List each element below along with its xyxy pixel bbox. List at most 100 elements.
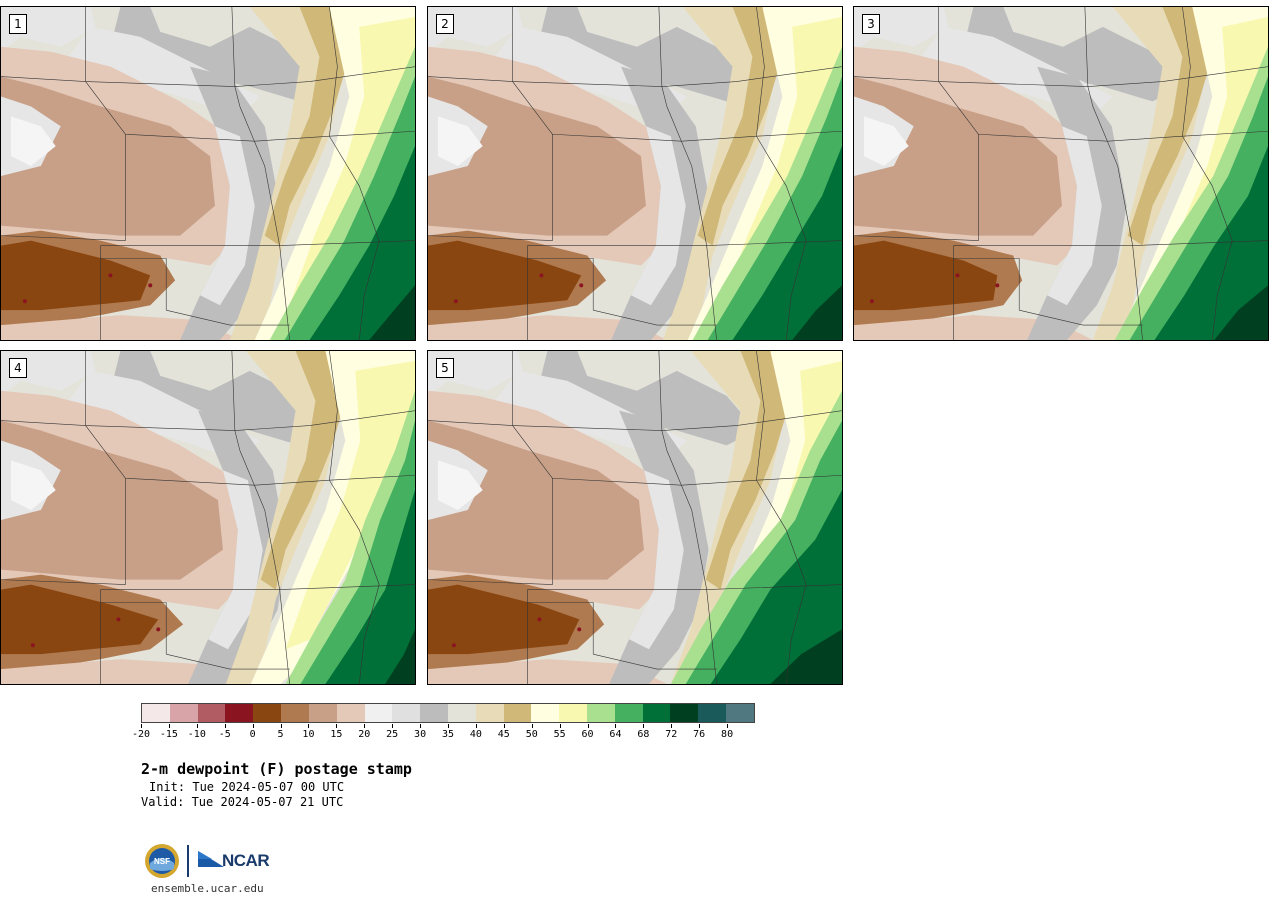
dewpoint-map bbox=[1, 351, 415, 684]
panel-number: 1 bbox=[9, 14, 27, 34]
panel-number: 2 bbox=[436, 14, 454, 34]
colorbar-tick bbox=[196, 724, 198, 728]
extreme-dry-spot bbox=[955, 273, 960, 278]
dry-region bbox=[1, 315, 240, 340]
colorbar-swatch bbox=[225, 704, 254, 722]
colorbar-tick-label: 72 bbox=[665, 729, 678, 740]
very-humid-region bbox=[325, 490, 415, 684]
logo-divider bbox=[187, 845, 189, 877]
dry-region bbox=[1, 420, 223, 580]
colorbar-swatch bbox=[197, 704, 226, 722]
colorbar bbox=[141, 703, 755, 723]
state-borders bbox=[1, 7, 415, 340]
humid-region bbox=[285, 360, 415, 650]
dry-air-region bbox=[863, 116, 909, 167]
colorbar-swatch bbox=[392, 704, 421, 722]
colorbar-tick bbox=[559, 724, 561, 728]
colorbar-tick bbox=[448, 724, 449, 728]
colorbar-swatch bbox=[281, 704, 309, 722]
colorbar-swatch bbox=[447, 704, 476, 722]
humid-region bbox=[289, 16, 415, 306]
state-borders bbox=[428, 351, 842, 684]
colorbar-tick bbox=[531, 724, 533, 728]
panel-number: 4 bbox=[9, 358, 27, 378]
dry-air-region bbox=[963, 7, 1183, 102]
state-borders bbox=[854, 7, 1268, 340]
extreme-dry-spot bbox=[995, 283, 1000, 288]
colorbar-tick bbox=[308, 724, 310, 728]
moist-region bbox=[264, 7, 350, 246]
colorbar-swatch bbox=[420, 704, 448, 722]
valid-time: Valid: Tue 2024-05-07 21 UTC bbox=[141, 795, 344, 809]
colorbar-tick-label: -20 bbox=[131, 729, 151, 740]
moist-region bbox=[1127, 7, 1213, 246]
postage-stamp-panel-3: 3 bbox=[853, 6, 1269, 341]
colorbar-tick-label: 55 bbox=[553, 729, 566, 740]
colorbar-tick-label: 50 bbox=[525, 729, 538, 740]
colorbar-tick bbox=[392, 724, 394, 728]
nsf-logo-icon: NSF bbox=[145, 844, 179, 878]
colorbar-swatch bbox=[308, 704, 337, 722]
panel-number: 5 bbox=[436, 358, 454, 378]
colorbar-tick bbox=[671, 724, 673, 728]
moist-region bbox=[697, 7, 783, 246]
colorbar-swatch bbox=[169, 704, 198, 722]
extreme-dry-spot bbox=[30, 643, 35, 648]
dry-region bbox=[428, 76, 646, 236]
colorbar-tick-label: -5 bbox=[218, 729, 231, 740]
dry-air-region bbox=[437, 460, 483, 511]
extreme-dry-spot bbox=[579, 283, 584, 288]
postage-stamp-panel-1: 1 bbox=[0, 6, 416, 341]
colorbar-tick bbox=[475, 724, 477, 728]
website-link[interactable]: ensemble.ucar.edu bbox=[151, 882, 264, 895]
dry-region bbox=[854, 76, 1062, 236]
panel-number: 3 bbox=[862, 14, 880, 34]
dry-air-region bbox=[537, 7, 757, 102]
dry-air-region bbox=[1047, 126, 1102, 306]
colorbar-tick-label: 64 bbox=[609, 729, 622, 740]
colorbar-swatch bbox=[503, 704, 532, 722]
colorbar-tick bbox=[280, 724, 282, 728]
colorbar-swatch bbox=[587, 704, 615, 722]
dry-air-region bbox=[110, 7, 330, 102]
colorbar-tick-label: -15 bbox=[159, 729, 178, 740]
extreme-dry-spot bbox=[22, 299, 27, 304]
colorbar-tick bbox=[420, 724, 422, 728]
extreme-dry-spot bbox=[108, 273, 113, 278]
colorbar-tick-label: 35 bbox=[441, 729, 455, 740]
logo-area: NSF NCAR bbox=[144, 843, 284, 883]
colorbar-swatch bbox=[670, 704, 699, 722]
dry-region bbox=[428, 420, 644, 580]
extreme-dry-spot bbox=[156, 627, 161, 632]
very-humid-region bbox=[732, 146, 842, 340]
dry-air-region bbox=[10, 460, 56, 511]
extreme-dry-spot bbox=[539, 273, 544, 278]
very-humid-region bbox=[1214, 285, 1268, 340]
extreme-dry-spot bbox=[537, 617, 542, 622]
dry-air-region bbox=[629, 470, 684, 650]
colorbar-tick bbox=[699, 724, 701, 728]
colorbar-tick-label: 40 bbox=[469, 729, 482, 740]
init-time: Init: Tue 2024-05-07 00 UTC bbox=[149, 780, 345, 794]
colorbar-tick-label: 20 bbox=[358, 729, 371, 740]
dewpoint-map bbox=[428, 351, 842, 684]
colorbar-tick bbox=[364, 724, 366, 728]
very-humid-region bbox=[792, 285, 842, 340]
colorbar-tick-label: 0 bbox=[249, 729, 256, 740]
dry-air-region bbox=[10, 116, 56, 167]
state-borders bbox=[1, 351, 415, 684]
colorbar-swatch bbox=[336, 704, 365, 722]
ncar-logo-icon bbox=[198, 851, 224, 867]
humid-region bbox=[722, 16, 842, 306]
colorbar-tick-label: 76 bbox=[693, 729, 706, 740]
colorbar-tick bbox=[503, 724, 505, 728]
extreme-dry-spot bbox=[453, 299, 458, 304]
colorbar-tick-label: 25 bbox=[386, 729, 399, 740]
dewpoint-map bbox=[1, 7, 415, 340]
colorbar-tick-label: 60 bbox=[581, 729, 594, 740]
postage-stamp-panel-5: 5 bbox=[427, 350, 843, 685]
very-dry-region bbox=[1, 240, 151, 311]
extreme-dry-spot bbox=[116, 617, 121, 622]
very-dry-region bbox=[854, 240, 998, 311]
colorbar-swatch bbox=[614, 704, 643, 722]
